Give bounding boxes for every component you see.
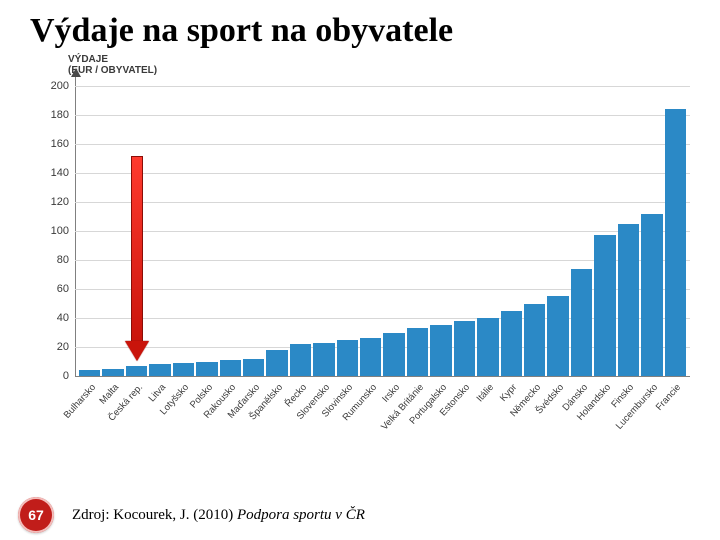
highlight-arrow-head bbox=[125, 341, 149, 361]
x-label-slot: Slovensko bbox=[313, 380, 334, 458]
bar bbox=[360, 338, 381, 376]
x-label-slot: Kypr bbox=[501, 380, 522, 458]
bar bbox=[618, 224, 639, 376]
x-label-slot: Německo bbox=[524, 380, 545, 458]
y-tick-label: 180 bbox=[51, 109, 75, 121]
x-label-slot: Česká rep. bbox=[126, 380, 147, 458]
bar bbox=[149, 364, 170, 376]
source-prefix: Zdroj: Kocourek, J. (2010) bbox=[72, 507, 237, 523]
x-label-slot: Bulharsko bbox=[79, 380, 100, 458]
x-axis-labels: BulharskoMaltaČeská rep.LitvaLotyšskoPol… bbox=[75, 380, 690, 458]
x-label-slot: Rakousko bbox=[220, 380, 241, 458]
bar bbox=[501, 311, 522, 376]
bar bbox=[243, 359, 264, 376]
y-tick-label: 100 bbox=[51, 225, 75, 237]
y-tick-label: 140 bbox=[51, 167, 75, 179]
page-number-badge: 67 bbox=[18, 497, 54, 533]
bar bbox=[290, 344, 311, 376]
bar bbox=[454, 321, 475, 376]
bar bbox=[477, 318, 498, 376]
bar bbox=[571, 269, 592, 376]
bar bbox=[383, 333, 404, 377]
bar bbox=[665, 109, 686, 376]
chart-container: VÝDAJE (EUR / OBYVATEL) 0204060801001201… bbox=[0, 54, 720, 540]
y-tick-label: 80 bbox=[57, 254, 75, 266]
bar bbox=[641, 214, 662, 376]
plot-area: 020406080100120140160180200 bbox=[75, 86, 690, 376]
bar bbox=[266, 350, 287, 376]
slide: Výdaje na sport na obyvatele VÝDAJE (EUR… bbox=[0, 0, 720, 540]
bar bbox=[407, 328, 428, 376]
bar bbox=[173, 363, 194, 376]
x-tick-label: Bulharsko bbox=[61, 382, 97, 421]
x-label-slot: Lucembursko bbox=[641, 380, 662, 458]
highlight-arrow-icon bbox=[125, 156, 149, 360]
bar bbox=[126, 366, 147, 376]
x-label-slot: Litva bbox=[149, 380, 170, 458]
y-tick-label: 60 bbox=[57, 283, 75, 295]
x-label-slot: Francie bbox=[665, 380, 686, 458]
bar bbox=[594, 235, 615, 376]
bar bbox=[313, 343, 334, 376]
x-label-slot: Estonsko bbox=[454, 380, 475, 458]
y-tick-label: 20 bbox=[57, 341, 75, 353]
x-label-slot: Polsko bbox=[196, 380, 217, 458]
bar bbox=[430, 325, 451, 376]
bar bbox=[102, 369, 123, 376]
x-tick-label: Kypr bbox=[498, 382, 519, 404]
x-label-slot: Lotyšsko bbox=[173, 380, 194, 458]
y-tick-label: 200 bbox=[51, 80, 75, 92]
bar bbox=[547, 296, 568, 376]
y-axis-label-line2: (EUR / OBYVATEL) bbox=[68, 65, 157, 76]
footer: 67 Zdroj: Kocourek, J. (2010) Podpora sp… bbox=[0, 490, 720, 540]
y-tick-label: 160 bbox=[51, 138, 75, 150]
source-title: Podpora sportu v ČR bbox=[237, 507, 365, 523]
bar bbox=[220, 360, 241, 376]
y-tick-label: 120 bbox=[51, 196, 75, 208]
bar bbox=[337, 340, 358, 376]
x-label-slot: Portugalsko bbox=[430, 380, 451, 458]
x-label-slot: Španělsko bbox=[266, 380, 287, 458]
bar-chart: VÝDAJE (EUR / OBYVATEL) 0204060801001201… bbox=[20, 54, 700, 464]
highlight-arrow-shaft bbox=[131, 156, 143, 344]
x-tick-label: Itálie bbox=[474, 382, 496, 404]
x-label-slot: Itálie bbox=[477, 380, 498, 458]
x-label-slot: Švédsko bbox=[547, 380, 568, 458]
y-tick-label: 40 bbox=[57, 312, 75, 324]
bar bbox=[524, 304, 545, 377]
x-label-slot: Holandsko bbox=[594, 380, 615, 458]
x-label-slot: Rumunsko bbox=[360, 380, 381, 458]
y-tick-label: 0 bbox=[63, 370, 75, 382]
page-number: 67 bbox=[28, 507, 44, 523]
source-citation: Zdroj: Kocourek, J. (2010) Podpora sport… bbox=[72, 507, 365, 524]
y-axis-label: VÝDAJE (EUR / OBYVATEL) bbox=[68, 54, 157, 76]
page-title: Výdaje na sport na obyvatele bbox=[0, 0, 720, 54]
bar bbox=[196, 362, 217, 377]
baseline bbox=[75, 376, 690, 377]
y-axis-label-line1: VÝDAJE bbox=[68, 54, 108, 65]
bars-group bbox=[75, 86, 690, 376]
